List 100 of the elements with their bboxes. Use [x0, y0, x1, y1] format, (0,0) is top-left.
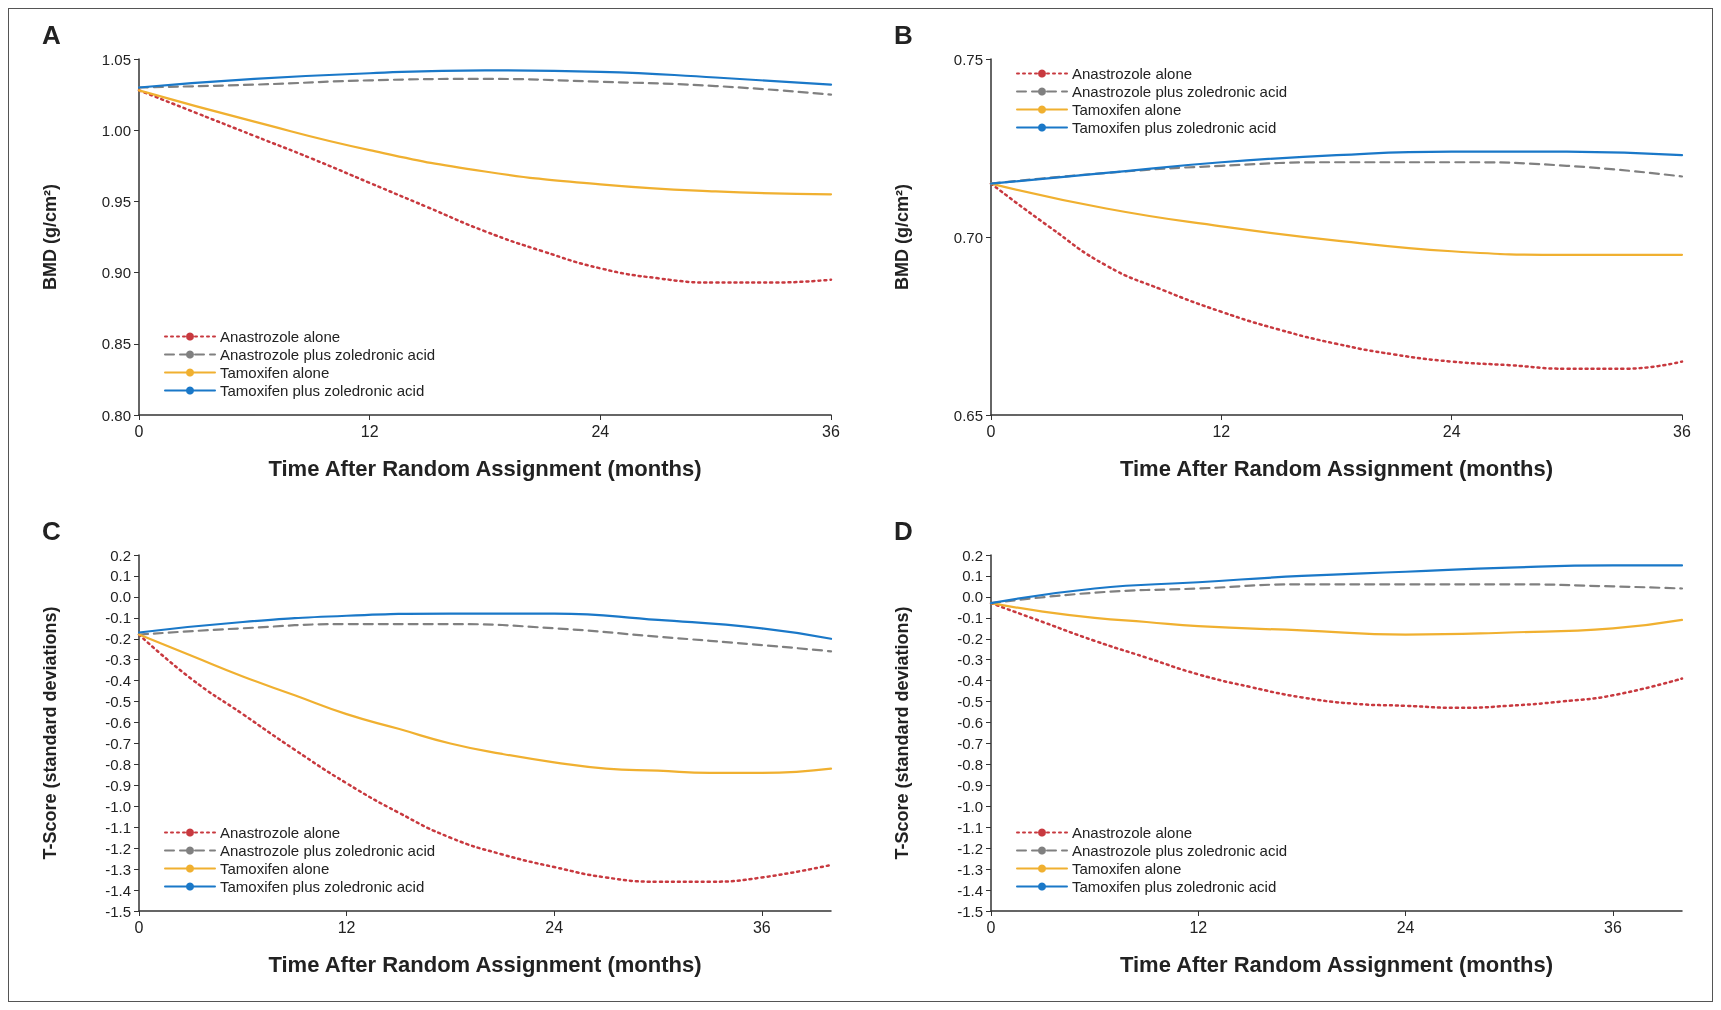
chart-title: C: [42, 516, 61, 546]
y-tick-label: -1.4: [957, 881, 983, 899]
line-series: [137, 69, 833, 89]
y-axis-title: BMD (g/cm²): [892, 184, 912, 290]
y-axis-title: BMD (g/cm²): [40, 184, 60, 290]
legend-label: Anastrozole plus zoledronic acid: [220, 842, 436, 859]
line-series: [137, 89, 833, 196]
legend-label: Tamoxifen alone: [1072, 860, 1182, 877]
chart-title: D: [894, 516, 913, 546]
x-tick-label: 0: [986, 422, 996, 440]
y-tick-label: -0.3: [105, 651, 131, 669]
x-tick-label: 24: [1396, 918, 1415, 936]
y-tick-label: -1.3: [957, 860, 983, 878]
legend-label: Tamoxifen alone: [220, 860, 330, 877]
y-tick-label: 0.65: [953, 406, 983, 424]
legend-label: Anastrozole alone: [1072, 824, 1193, 841]
x-tick-label: 0: [134, 422, 144, 440]
legend-label: Tamoxifen plus zoledronic acid: [1072, 878, 1277, 895]
y-tick-label: -0.2: [105, 630, 131, 648]
legend-label: Tamoxifen plus zoledronic acid: [1072, 119, 1277, 136]
y-tick-label: -0.1: [957, 609, 983, 627]
line-series: [989, 601, 1684, 710]
y-tick-label: -0.9: [105, 776, 131, 794]
x-tick-label: 24: [1442, 422, 1461, 440]
y-tick-label: 0.90: [101, 264, 131, 282]
y-tick-label: -1.5: [957, 902, 983, 920]
y-tick-label: 0.2: [962, 546, 983, 564]
y-tick-label: -0.8: [957, 755, 983, 773]
y-tick-label: -1.1: [957, 818, 983, 836]
line-series: [989, 182, 1684, 370]
x-tick-label: 0: [134, 918, 144, 936]
y-axis-title: T-Score (standard deviations): [40, 606, 60, 860]
x-tick-label: 12: [1189, 918, 1208, 936]
y-tick-label: -0.4: [105, 672, 131, 690]
line-series: [137, 612, 833, 640]
legend-label: Anastrozole alone: [1072, 65, 1193, 82]
y-tick-label: 0.95: [101, 192, 131, 210]
legend-label: Anastrozole plus zoledronic acid: [1072, 842, 1288, 859]
chart-title: A: [42, 20, 61, 50]
y-tick-label: -0.4: [957, 672, 983, 690]
x-axis-title: Time After Random Assignment (months): [268, 455, 702, 481]
x-axis-title: Time After Random Assignment (months): [1119, 951, 1554, 977]
x-tick-label: 36: [822, 422, 840, 440]
legend-label: Tamoxifen plus zoledronic acid: [220, 382, 425, 399]
line-series: [137, 623, 833, 653]
line-series: [137, 77, 833, 96]
y-tick-label: -0.3: [957, 651, 983, 669]
y-tick-label: -1.2: [105, 839, 131, 857]
legend-label: Anastrozole plus zoledronic acid: [220, 346, 436, 363]
y-tick-label: -1.1: [105, 818, 131, 836]
x-tick-label: 0: [986, 918, 996, 936]
line-series: [989, 602, 1684, 636]
y-tick-label: 0.75: [953, 50, 983, 68]
y-tick-label: 1.00: [101, 121, 131, 139]
y-tick-label: -0.2: [957, 630, 983, 648]
x-tick-label: 12: [337, 918, 356, 936]
y-tick-label: 0.0: [110, 588, 131, 606]
legend-label: Tamoxifen alone: [1072, 101, 1182, 118]
y-tick-label: -0.5: [105, 693, 131, 711]
legend-label: Anastrozole alone: [220, 824, 341, 841]
x-axis-title: Time After Random Assignment (months): [1119, 455, 1554, 481]
y-tick-label: -1.0: [957, 797, 983, 815]
y-tick-label: -0.6: [105, 714, 131, 732]
y-tick-label: -0.7: [957, 734, 983, 752]
line-series: [989, 150, 1684, 185]
line-series: [137, 633, 833, 774]
x-axis-title: Time After Random Assignment (months): [268, 951, 702, 977]
y-tick-label: 0.70: [953, 228, 983, 246]
y-tick-label: 0.2: [110, 546, 131, 564]
x-tick-label: 12: [1212, 422, 1231, 440]
x-tick-label: 24: [545, 918, 564, 936]
legend-label: Anastrozole alone: [220, 328, 341, 345]
y-axis-title: T-Score (standard deviations): [892, 606, 912, 860]
y-tick-label: -1.5: [105, 902, 131, 920]
legend-label: Tamoxifen alone: [220, 364, 330, 381]
y-tick-label: -1.0: [105, 797, 131, 815]
chart-title: B: [894, 20, 913, 50]
x-tick-label: 12: [360, 422, 379, 440]
y-tick-label: 1.05: [101, 50, 131, 68]
line-series: [989, 564, 1684, 605]
y-tick-label: -0.1: [105, 609, 131, 627]
y-tick-label: -0.5: [957, 693, 983, 711]
x-tick-label: 36: [1673, 422, 1691, 440]
x-tick-label: 36: [1604, 918, 1622, 936]
y-tick-label: -1.4: [105, 881, 131, 899]
legend-label: Anastrozole plus zoledronic acid: [1072, 83, 1288, 100]
y-tick-label: -0.7: [105, 734, 131, 752]
x-tick-label: 24: [591, 422, 610, 440]
y-tick-label: 0.85: [101, 335, 131, 353]
y-tick-label: -0.8: [105, 755, 131, 773]
y-tick-label: 0.1: [962, 567, 983, 585]
y-tick-label: -0.9: [957, 776, 983, 794]
y-tick-label: 0.80: [101, 406, 131, 424]
line-series: [137, 633, 833, 883]
y-tick-label: 0.1: [110, 567, 131, 585]
y-tick-label: 0.0: [962, 588, 983, 606]
y-tick-label: -0.6: [957, 714, 983, 732]
x-tick-label: 36: [752, 918, 771, 936]
y-tick-label: -1.3: [105, 860, 131, 878]
y-tick-label: -1.2: [957, 839, 983, 857]
